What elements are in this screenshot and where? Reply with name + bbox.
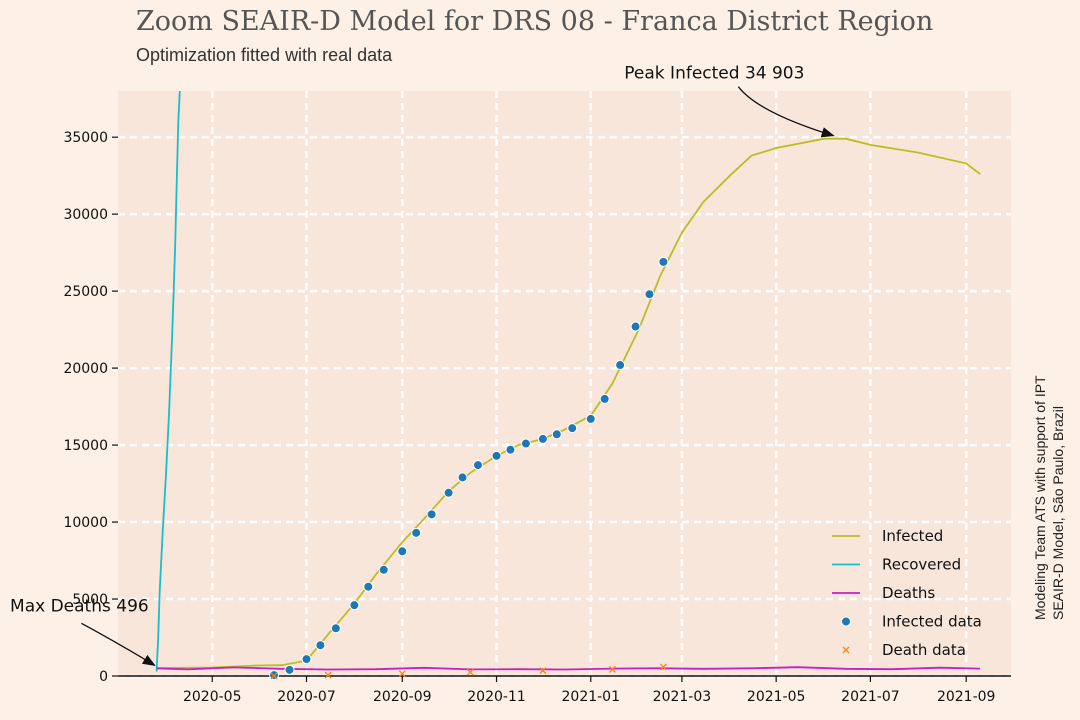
point-death-data xyxy=(466,668,474,676)
legend: Infected Recovered Deaths Infected data Deat… xyxy=(832,527,982,659)
legend-label-death-data: Death data xyxy=(882,641,966,659)
point-death-data xyxy=(324,671,332,679)
y-tick-label: 15000 xyxy=(63,438,108,454)
point-infected-data xyxy=(397,546,408,557)
legend-label-recovered: Recovered xyxy=(882,556,961,574)
annotation-label: Max Deaths 496 xyxy=(10,596,149,616)
annotation-arrow xyxy=(737,86,835,138)
point-infected-data xyxy=(284,664,295,675)
y-tick-label: 10000 xyxy=(63,515,108,531)
point-infected-data xyxy=(537,433,548,444)
series-deaths-line xyxy=(156,666,981,671)
point-infected-data xyxy=(585,413,596,424)
x-tick-label: 2020-07 xyxy=(277,689,336,705)
point-infected-data xyxy=(426,509,437,520)
series-layer xyxy=(155,90,981,681)
x-tick-label: 2020-05 xyxy=(183,689,242,705)
point-infected-data xyxy=(301,654,312,665)
point-infected-data xyxy=(520,438,531,449)
legend-label-infected-data: Infected data xyxy=(882,613,982,631)
chart-subtitle: Optimization fitted with real data xyxy=(136,45,393,65)
y-tick-label: 0 xyxy=(99,669,108,685)
point-infected-data xyxy=(505,444,516,455)
point-infected-data xyxy=(630,321,641,332)
point-infected-data xyxy=(443,487,454,498)
point-infected-data xyxy=(491,450,502,461)
axes: 0 5000 10000 15000 20000 25000 30000 35000 2020-… xyxy=(63,130,1011,705)
y-tick-label: 25000 xyxy=(63,284,108,300)
point-death-data xyxy=(608,665,616,673)
point-infected-data xyxy=(378,564,389,575)
point-infected-data xyxy=(472,460,483,471)
x-tick-label: 2020-09 xyxy=(373,689,432,705)
point-infected-data xyxy=(551,429,562,440)
y-tick-label: 20000 xyxy=(63,361,108,377)
annotation-label: Peak Infected 34 903 xyxy=(624,64,804,84)
point-death-data xyxy=(270,672,278,680)
point-infected-data xyxy=(411,527,422,538)
legend-swatch-death-data xyxy=(842,646,850,654)
legend-label-infected: Infected xyxy=(882,527,943,545)
point-death-data xyxy=(398,670,406,678)
point-infected-data xyxy=(644,289,655,300)
point-infected-data xyxy=(457,472,468,483)
x-tick-label: 2021-05 xyxy=(747,689,806,705)
x-tick-label: 2021-01 xyxy=(562,689,621,705)
annotation-arrow xyxy=(81,622,156,667)
point-infected-data xyxy=(615,360,626,371)
plot-area xyxy=(118,91,1011,676)
x-tick-label: 2021-07 xyxy=(841,689,900,705)
point-infected-data xyxy=(315,640,326,651)
point-death-data xyxy=(659,663,667,671)
series-infected-line xyxy=(156,137,981,669)
point-death-data xyxy=(539,667,547,675)
legend-label-deaths: Deaths xyxy=(882,584,935,602)
y-tick-label: 30000 xyxy=(63,207,108,223)
chart-title: Zoom SEAIR-D Model for DRS 08 - Franca D… xyxy=(136,6,934,37)
series-recovered-line xyxy=(155,90,181,672)
point-infected-data xyxy=(567,423,578,434)
point-infected-data xyxy=(330,623,341,634)
x-tick-label: 2020-11 xyxy=(467,689,526,705)
point-infected-data xyxy=(363,581,374,592)
y-tick-label: 35000 xyxy=(63,130,108,146)
point-infected-data xyxy=(349,600,360,611)
point-infected-data xyxy=(599,393,610,404)
point-infected-data xyxy=(658,256,669,267)
legend-swatch-infected-data xyxy=(841,616,851,627)
annotations: Peak Infected 34 903 Max Deaths 496 xyxy=(10,64,835,667)
y-tick-label: 5000 xyxy=(72,592,108,608)
x-tick-label: 2021-09 xyxy=(937,689,996,705)
x-tick-label: 2021-03 xyxy=(653,689,712,705)
